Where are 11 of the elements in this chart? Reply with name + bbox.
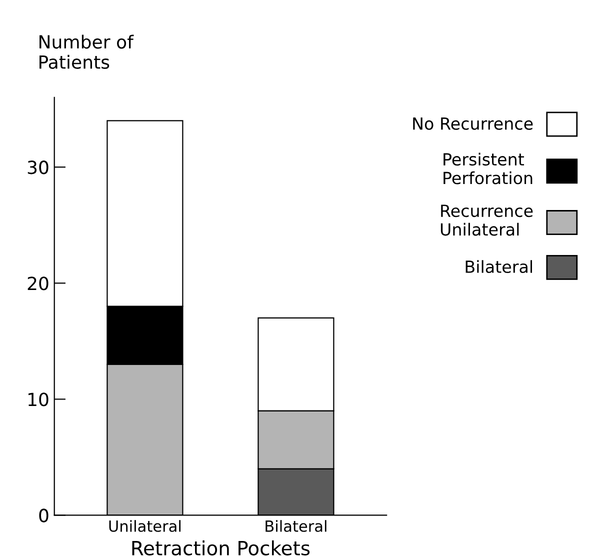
y-tick-label: 30	[28, 160, 48, 174]
x-axis-title: Retraction Pockets	[132, 540, 310, 556]
y-tick-label: 20	[28, 276, 48, 290]
legend-label: Recurrence Unilateral	[440, 204, 533, 236]
y-tick-label: 10	[28, 392, 48, 406]
legend-label: Persistent Perforation	[444, 152, 532, 184]
legend-label: Bilateral	[466, 260, 532, 274]
y-tick-label: 0	[39, 508, 48, 522]
x-tick-label: Unilateral	[109, 520, 181, 532]
legend-label: No Recurrence	[413, 117, 533, 130]
y-axis-title: Number of Patients	[40, 34, 134, 69]
